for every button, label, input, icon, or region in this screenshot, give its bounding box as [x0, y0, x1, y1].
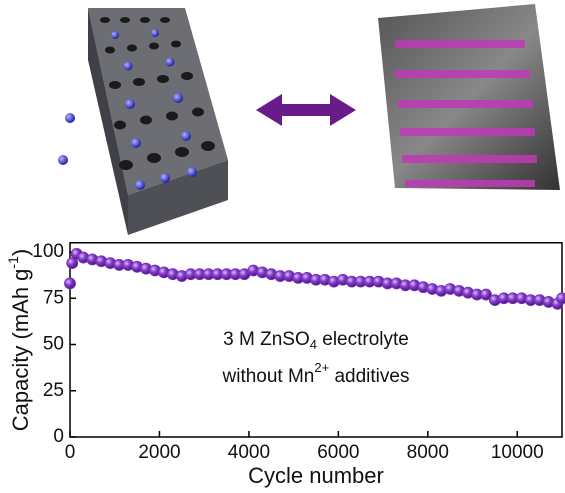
double-arrow	[256, 94, 356, 126]
y-tick-label: 25	[43, 380, 64, 401]
y-tick-label: 0	[53, 426, 64, 447]
annotation-main: 3 M ZnSO	[223, 329, 310, 350]
annotation-main: without Mn	[222, 366, 315, 387]
annotation-end: electrolyte	[317, 329, 409, 350]
x-tick-label: 4000	[228, 442, 270, 463]
layered-material	[378, 4, 560, 190]
y-tick-label: 100	[32, 241, 64, 262]
plot-frame	[69, 242, 563, 438]
x-tick-label: 2000	[138, 442, 180, 463]
x-tick-label: 8000	[407, 442, 449, 463]
x-tick-label: 0	[65, 442, 76, 463]
x-axis-label: Cycle number	[248, 463, 384, 488]
y-label-sup: -1	[5, 256, 21, 269]
annotation: 3 M ZnSO4 electrolyte	[223, 329, 409, 352]
annotation-sup: 2+	[314, 360, 329, 375]
annotation: without Mn2+ additives	[222, 360, 410, 387]
y-axis-label: Capacity (mAh g-1)	[5, 249, 33, 431]
data-point	[556, 292, 565, 305]
x-tick-label: 6000	[317, 442, 359, 463]
data-point	[480, 288, 492, 301]
y-label-end: )	[8, 249, 33, 256]
annotation-end: additives	[329, 366, 409, 387]
x-tick-label: 10000	[491, 442, 544, 463]
y-tick-label: 50	[43, 334, 64, 355]
y-tick-label: 75	[43, 287, 64, 308]
porous-block	[58, 8, 228, 235]
data-point	[64, 277, 76, 290]
annotation-sub: 4	[310, 337, 317, 352]
y-label-main: Capacity (mAh g	[8, 269, 33, 432]
